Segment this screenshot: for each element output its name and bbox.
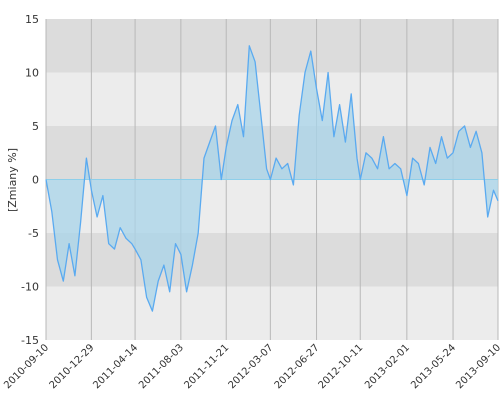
y-tick-label: 15 [25, 13, 39, 26]
series-line [45, 45, 499, 312]
grid-band [46, 233, 498, 287]
x-tick-label: 2013-05-24 [409, 342, 458, 391]
x-tick-label: 2012-10-11 [317, 342, 366, 391]
grid-band [46, 126, 498, 180]
area-layer [46, 45, 498, 312]
x-tick-label: 2013-09-10 [454, 342, 500, 391]
grid-band [46, 72, 498, 126]
line-layer [45, 45, 499, 312]
background-bands [46, 19, 498, 340]
x-axis-ticks: 2010-09-102010-12-292011-04-142011-08-03… [2, 342, 500, 391]
x-tick-label: 2012-03-07 [227, 342, 276, 391]
y-axis-ticks: 15 10 5 0 -5 -10 -15 [21, 13, 39, 347]
x-tick-label: 2010-12-29 [48, 342, 97, 391]
series-area [46, 45, 498, 312]
x-tick-label: 2011-08-03 [137, 342, 186, 391]
y-tick-label: -10 [21, 281, 39, 294]
y-tick-label: 10 [25, 67, 39, 80]
grid-band [46, 19, 498, 73]
x-tick-label: 2013-02-01 [363, 342, 412, 391]
y-tick-label: -5 [28, 227, 39, 240]
x-tick-label: 2010-09-10 [2, 342, 51, 391]
x-tick-label: 2011-11-21 [182, 342, 231, 391]
x-tick-label: 2012-06-27 [273, 342, 322, 391]
y-axis-label: [Zmiany %] [6, 148, 19, 212]
y-tick-label: -15 [21, 334, 39, 347]
y-tick-label: 0 [32, 174, 39, 187]
y-tick-label: 5 [32, 120, 39, 133]
grid-band [46, 286, 498, 340]
x-tick-label: 2011-04-14 [91, 342, 140, 391]
